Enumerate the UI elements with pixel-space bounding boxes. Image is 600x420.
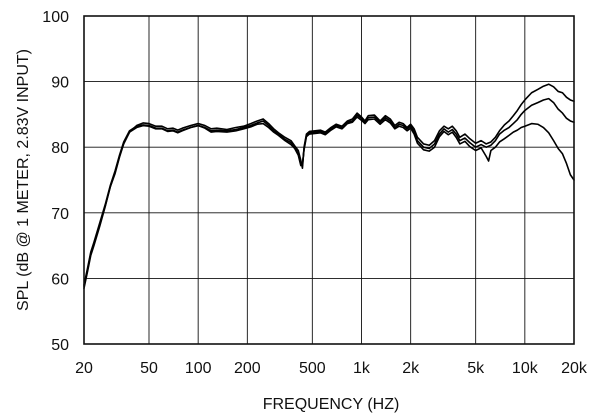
x-tick-label: 20k bbox=[561, 360, 588, 377]
x-axis-title: FREQUENCY (HZ) bbox=[263, 396, 400, 413]
y-tick-label: 70 bbox=[51, 206, 69, 223]
response-curve-3 bbox=[83, 116, 575, 288]
response-curve-1 bbox=[83, 83, 575, 290]
x-tick-label: 10k bbox=[512, 360, 539, 377]
y-tick-label: 80 bbox=[51, 140, 69, 157]
x-tick-label: 5k bbox=[467, 360, 485, 377]
y-axis-title: SPL (dB @ 1 METER, 2.83V INPUT) bbox=[15, 49, 32, 311]
curves bbox=[83, 83, 575, 290]
x-tick-label: 20 bbox=[75, 360, 93, 377]
x-tick-label: 50 bbox=[140, 360, 158, 377]
plot-frame bbox=[83, 15, 575, 345]
x-tick-label: 500 bbox=[299, 360, 326, 377]
x-tick-label: 100 bbox=[185, 360, 212, 377]
x-tick-label: 200 bbox=[234, 360, 261, 377]
y-tick-labels: 50 60 70 80 90 100 bbox=[42, 9, 69, 354]
x-tick-labels: 20 50 100 200 500 1k 2k 5k 10k 20k bbox=[75, 360, 588, 377]
y-tick-label: 50 bbox=[51, 337, 69, 354]
y-tick-label: 90 bbox=[51, 75, 69, 92]
y-tick-label: 60 bbox=[51, 271, 69, 288]
grid bbox=[84, 16, 574, 344]
y-tick-label: 100 bbox=[42, 9, 69, 26]
x-tick-label: 2k bbox=[402, 360, 420, 377]
x-tick-label: 1k bbox=[353, 360, 371, 377]
